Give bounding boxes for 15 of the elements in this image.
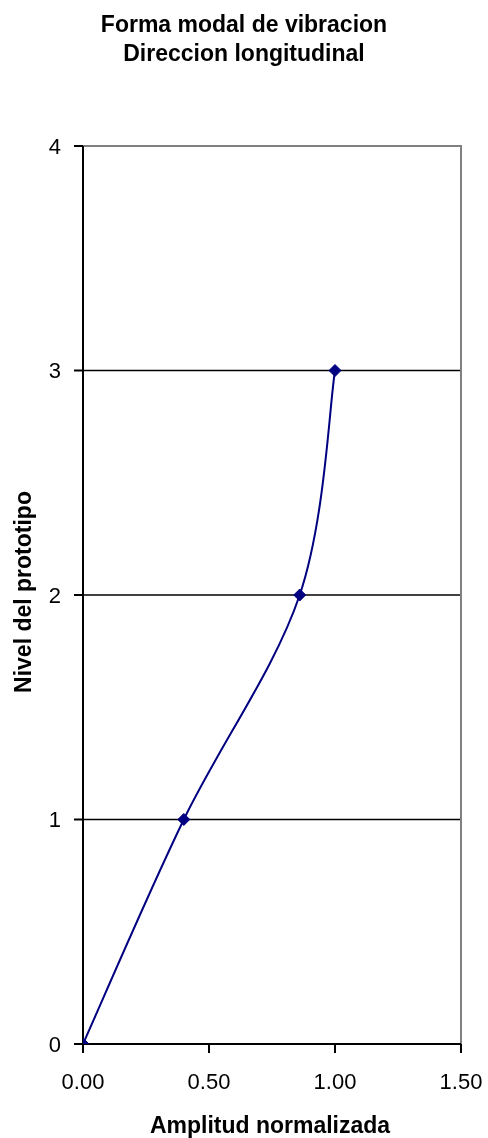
y-tick-label: 1 [48, 807, 61, 833]
x-tick-label: 0.50 [187, 1068, 231, 1094]
x-tick-label: 1.00 [313, 1068, 357, 1094]
point [328, 364, 342, 377]
x-tick-label: 0.00 [61, 1068, 105, 1094]
point [177, 813, 191, 826]
y-tick-label: 4 [48, 133, 61, 159]
point [293, 588, 307, 602]
y-tick-label: 2 [48, 582, 61, 608]
chart-title: Forma modal de vibracion Direccion longitudinal [99, 10, 389, 68]
x-axis-title: Amplitud normalizada [149, 1112, 391, 1138]
y-axis-title: Nivel del prototipo [10, 491, 36, 693]
y-tick-label: 0 [48, 1031, 61, 1057]
x-tick-label: 1.50 [439, 1068, 483, 1094]
y-tick-label: 3 [48, 358, 61, 384]
